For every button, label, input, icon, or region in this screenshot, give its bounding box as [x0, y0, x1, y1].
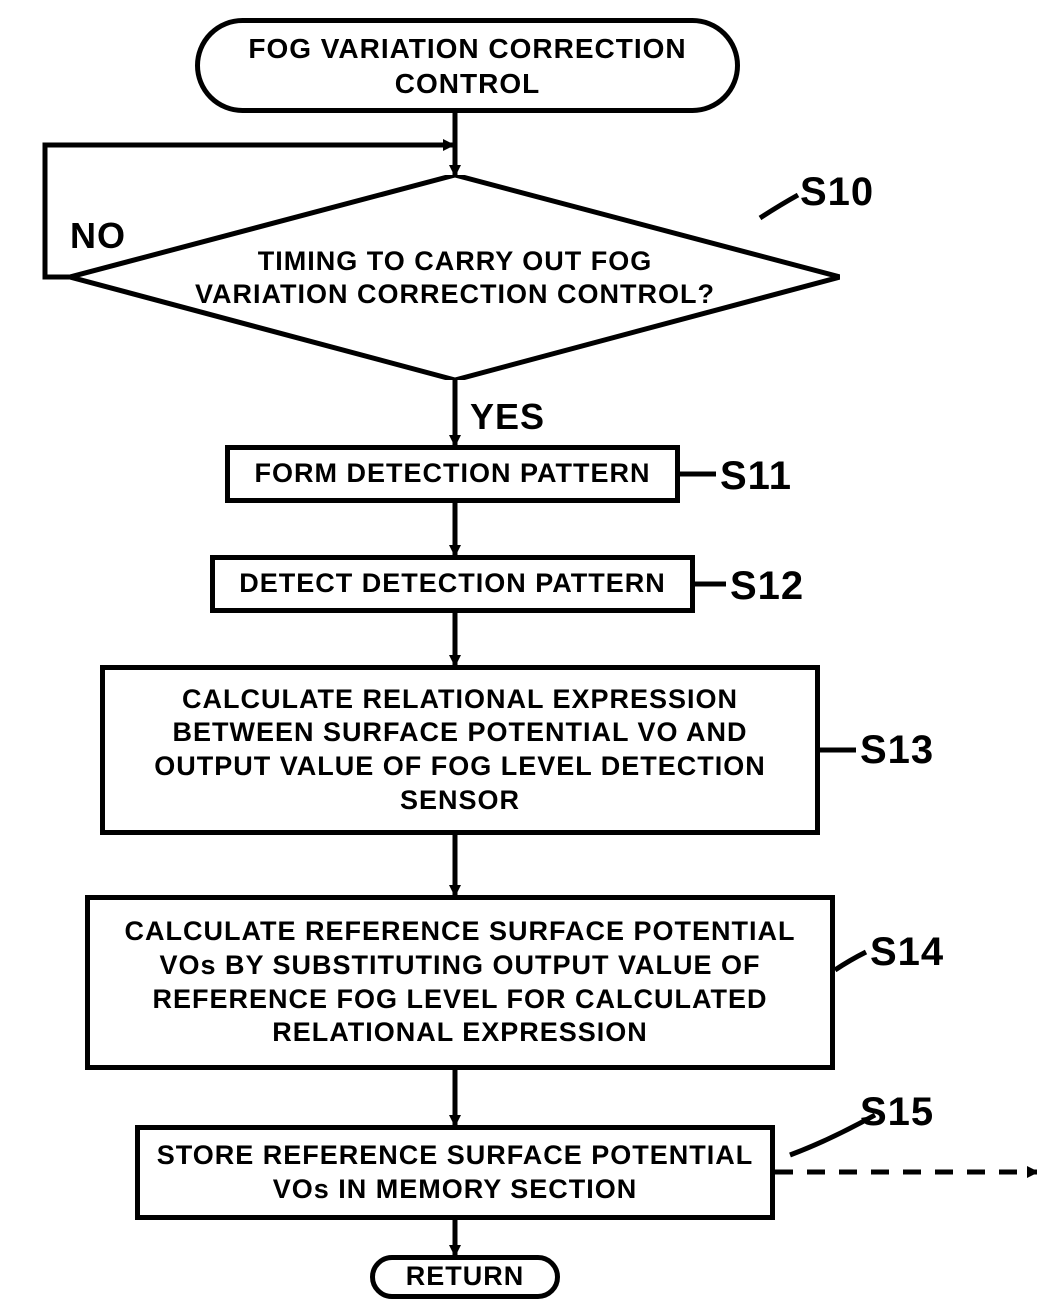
label-s11: S11 — [720, 454, 792, 499]
label-s12: S12 — [730, 564, 804, 609]
label-s15: S15 — [860, 1090, 934, 1135]
process-s12: DETECT DETECTION PATTERN — [210, 555, 695, 613]
process-s13: CALCULATE RELATIONAL EXPRESSION BETWEEN … — [100, 665, 820, 835]
s11-text: FORM DETECTION PATTERN — [255, 457, 651, 491]
label-no: NO — [70, 215, 126, 257]
s15-text: STORE REFERENCE SURFACE POTENTIAL VOs IN… — [150, 1139, 760, 1207]
lead-s14 — [835, 952, 866, 970]
process-s14: CALCULATE REFERENCE SURFACE POTENTIAL VO… — [85, 895, 835, 1070]
start-text: FOG VARIATION CORRECTION CONTROL — [210, 31, 725, 101]
s14-text: CALCULATE REFERENCE SURFACE POTENTIAL VO… — [100, 915, 820, 1050]
s13-text: CALCULATE RELATIONAL EXPRESSION BETWEEN … — [115, 683, 805, 818]
decision-text: TIMING TO CARRY OUT FOG VARIATION CORREC… — [70, 175, 840, 380]
return-terminator: RETURN — [370, 1255, 560, 1299]
label-s14: S14 — [870, 930, 944, 975]
label-s10: S10 — [800, 170, 874, 215]
start-terminator: FOG VARIATION CORRECTION CONTROL — [195, 18, 740, 113]
process-s15: STORE REFERENCE SURFACE POTENTIAL VOs IN… — [135, 1125, 775, 1220]
process-s11: FORM DETECTION PATTERN — [225, 445, 680, 503]
label-yes: YES — [470, 396, 545, 438]
s12-text: DETECT DETECTION PATTERN — [239, 567, 666, 601]
label-s13: S13 — [860, 728, 934, 773]
return-text: RETURN — [406, 1260, 525, 1294]
decision-timing: TIMING TO CARRY OUT FOG VARIATION CORREC… — [70, 175, 840, 380]
flowchart-canvas: FOG VARIATION CORRECTION CONTROL TIMING … — [0, 0, 1037, 1299]
